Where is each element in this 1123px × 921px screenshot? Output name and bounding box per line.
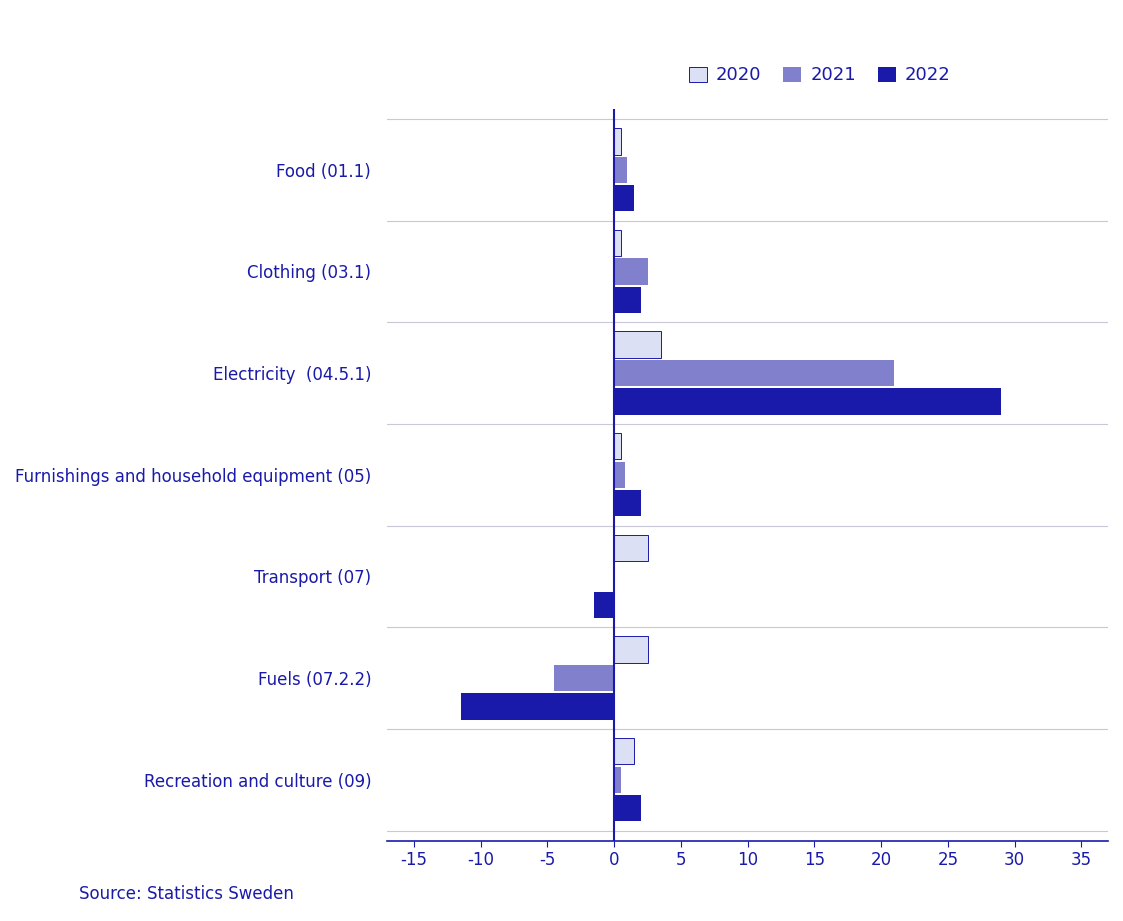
Bar xyxy=(614,490,641,517)
Text: Source: Statistics Sweden: Source: Statistics Sweden xyxy=(79,884,293,903)
Bar xyxy=(614,332,660,358)
Legend: 2020, 2021, 2022: 2020, 2021, 2022 xyxy=(682,59,958,92)
Bar xyxy=(614,795,641,822)
Bar xyxy=(614,433,621,460)
Bar xyxy=(614,128,621,155)
Bar xyxy=(614,157,628,183)
Bar xyxy=(614,738,634,764)
Bar xyxy=(614,286,641,313)
Bar xyxy=(554,665,614,692)
Bar xyxy=(594,591,614,618)
Bar xyxy=(614,636,648,663)
Bar xyxy=(614,185,634,212)
Bar xyxy=(614,766,621,793)
Bar xyxy=(614,461,624,488)
Bar xyxy=(614,389,1002,414)
Bar xyxy=(614,258,648,285)
Bar xyxy=(614,535,648,561)
Bar xyxy=(614,229,621,256)
Bar xyxy=(614,360,894,386)
Bar xyxy=(460,694,614,720)
